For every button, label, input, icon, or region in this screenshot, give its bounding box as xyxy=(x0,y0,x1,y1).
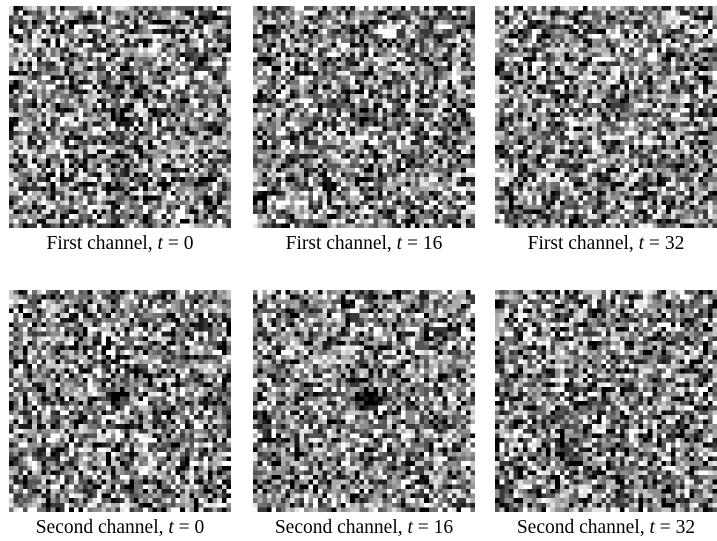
noise-image xyxy=(253,6,475,228)
caption-relation: = xyxy=(418,517,429,538)
caption-variable: t xyxy=(158,233,163,254)
caption-value: 16 xyxy=(434,517,454,538)
caption: Second channel, t = 32 xyxy=(473,517,717,539)
caption-text: First channel, xyxy=(528,233,634,254)
caption-text: Second channel, xyxy=(275,517,403,538)
panel: Second channel, t = 32 xyxy=(493,290,717,512)
noise-image xyxy=(495,6,717,228)
panel: First channel, t = 32 xyxy=(493,6,717,228)
caption-relation: = xyxy=(407,233,418,254)
caption-variable: t xyxy=(650,517,655,538)
noise-image xyxy=(9,290,231,512)
caption-value: 32 xyxy=(665,233,685,254)
noise-image xyxy=(9,6,231,228)
caption: Second channel, t = 0 xyxy=(0,517,253,539)
caption-text: Second channel, xyxy=(36,517,164,538)
figure: First channel, t = 0First channel, t = 1… xyxy=(0,0,717,541)
caption-value: 0 xyxy=(195,517,205,538)
caption-variable: t xyxy=(397,233,402,254)
panel: Second channel, t = 0 xyxy=(7,290,233,512)
caption-text: Second channel, xyxy=(517,517,645,538)
caption-relation: = xyxy=(660,517,671,538)
caption-value: 0 xyxy=(184,233,194,254)
caption-text: First channel, xyxy=(286,233,392,254)
noise-image xyxy=(253,290,475,512)
caption-text: First channel, xyxy=(47,233,153,254)
caption-relation: = xyxy=(649,233,660,254)
caption: First channel, t = 32 xyxy=(473,233,717,255)
caption: First channel, t = 0 xyxy=(0,233,253,255)
panel: Second channel, t = 16 xyxy=(251,290,477,512)
caption-variable: t xyxy=(639,233,644,254)
caption: First channel, t = 16 xyxy=(231,233,497,255)
caption-relation: = xyxy=(168,233,179,254)
caption-value: 16 xyxy=(423,233,443,254)
caption-variable: t xyxy=(168,517,173,538)
panel: First channel, t = 16 xyxy=(251,6,477,228)
caption-variable: t xyxy=(408,517,413,538)
panel: First channel, t = 0 xyxy=(7,6,233,228)
caption: Second channel, t = 16 xyxy=(231,517,497,539)
noise-image xyxy=(495,290,717,512)
caption-relation: = xyxy=(179,517,190,538)
caption-value: 32 xyxy=(676,517,696,538)
